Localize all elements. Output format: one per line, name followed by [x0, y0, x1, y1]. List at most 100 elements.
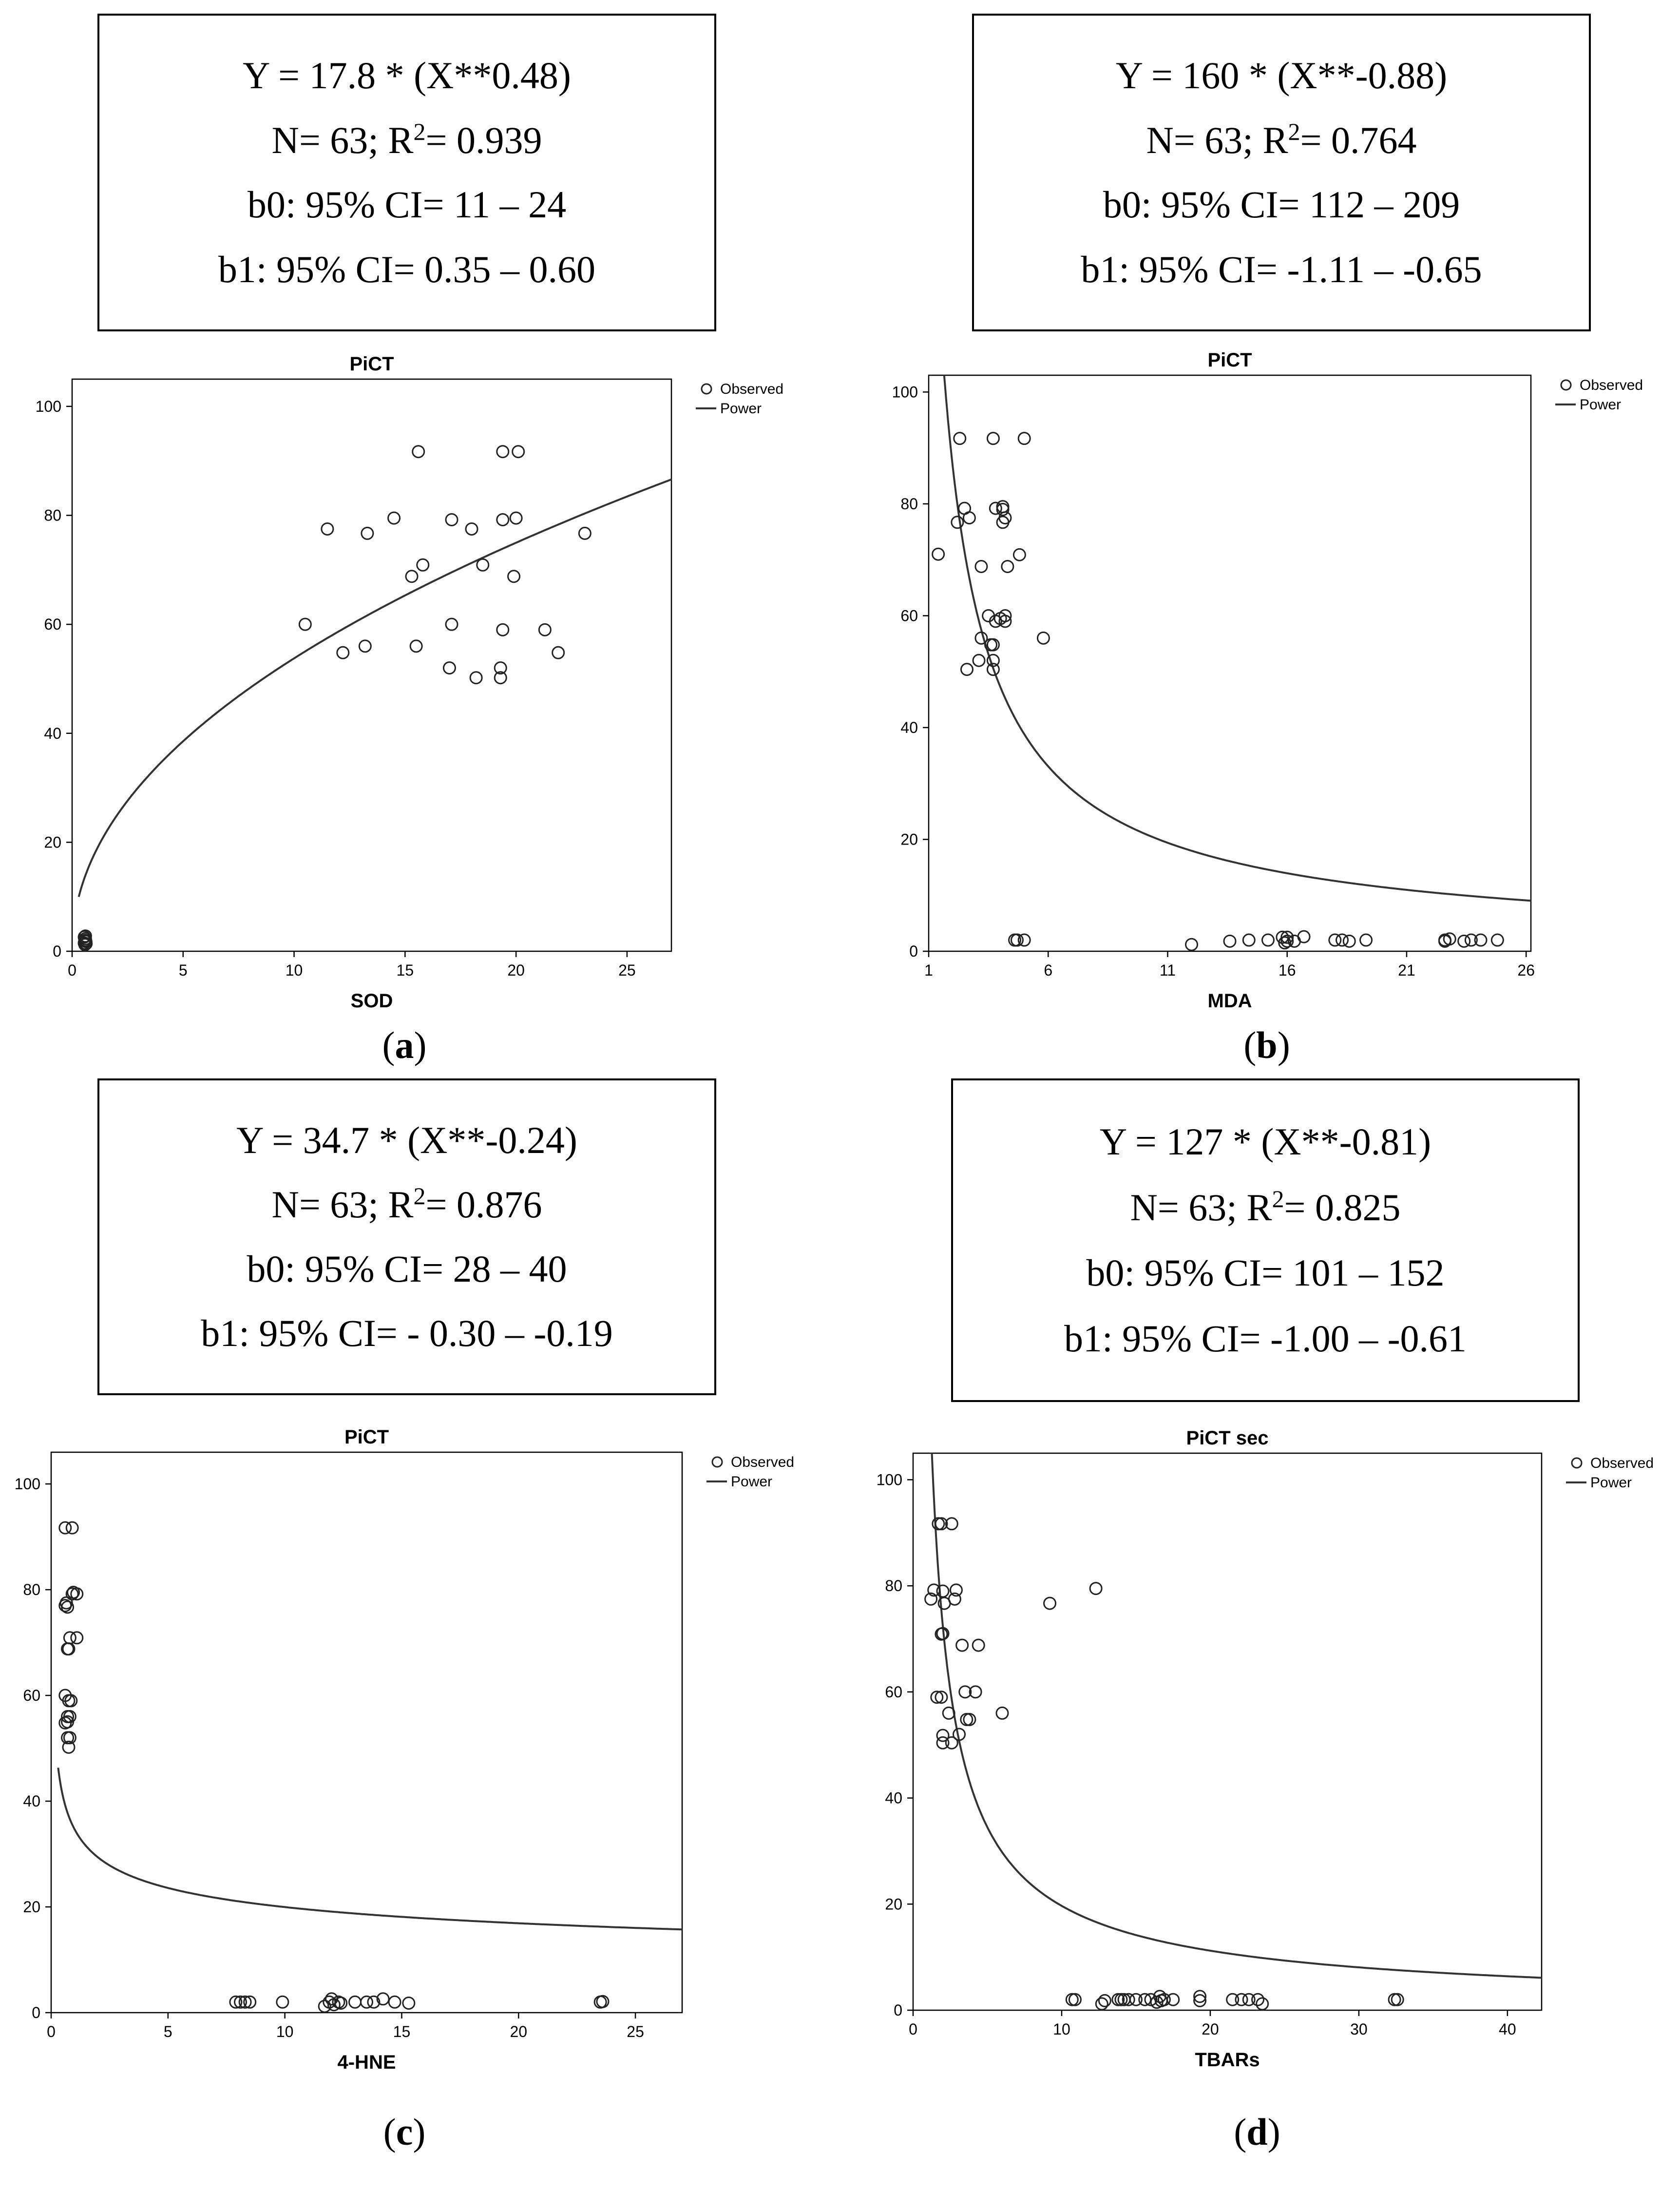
n-text: N= 63; R: [271, 1183, 414, 1226]
r-superscript: 2: [413, 117, 426, 145]
legend-power-label: Power: [731, 1474, 772, 1490]
observed-point: [77, 930, 91, 944]
observed-point: [998, 511, 1012, 525]
observed-point: [1001, 559, 1014, 573]
legend-observed-label: Observed: [1580, 377, 1643, 393]
n-text: N= 63; R: [1130, 1186, 1272, 1229]
stats-line: N= 63; R2= 0.876: [271, 1183, 542, 1226]
observed-point: [334, 1996, 348, 2010]
observed-point: [1223, 934, 1237, 948]
scatter-plot-d: PiCT sec 0 10 20 30 40 0 20 40 60 80 100 TBARs Observ…: [877, 1427, 1654, 2071]
observed-point: [58, 1521, 72, 1535]
observed-point: [969, 1685, 982, 1699]
observed-point: [936, 1627, 950, 1640]
power-fit-curve: [943, 375, 1531, 902]
power-fit-curve: [931, 1453, 1542, 1979]
observed-point: [358, 639, 372, 653]
observed-point: [958, 1685, 972, 1699]
observed-point: [276, 1995, 289, 2009]
observed-point: [360, 1995, 373, 2009]
y-tick-label: 100: [892, 383, 918, 401]
legend-power-label: Power: [1580, 397, 1621, 413]
b1-line: b1: 95% CI= 0.35 – 0.60: [218, 248, 596, 290]
observed-point: [476, 558, 490, 572]
observed-point: [367, 1995, 381, 2009]
observed-point: [986, 653, 1000, 667]
observed-point: [1280, 930, 1294, 944]
observed-point: [1017, 432, 1031, 445]
observed-point: [496, 513, 510, 526]
observed-point: [512, 445, 525, 459]
power-fit-curve: [77, 478, 671, 897]
observed-point: [1359, 933, 1373, 947]
caption-d: (d): [1234, 2111, 1280, 2153]
x-tick-label: 6: [1044, 961, 1052, 979]
b0-line: b0: 95% CI= 112 – 209: [1103, 183, 1460, 226]
power-fit-curve: [57, 1768, 682, 1931]
observed-point: [1068, 1993, 1082, 2006]
x-tick-label: 0: [47, 2023, 56, 2040]
observed-point: [996, 502, 1010, 516]
observed-point: [1297, 930, 1311, 943]
observed-point: [538, 623, 552, 636]
equation-box-a: Y = 17.8 * (X**0.48) N= 63; R2= 0.939 b0…: [97, 14, 716, 331]
observed-point: [1129, 1993, 1143, 2006]
observed-point: [62, 1740, 76, 1754]
x-axis-label: 4-HNE: [337, 2052, 396, 2073]
x-axis-label: TBARs: [1195, 2049, 1260, 2071]
y-tick-label: 80: [44, 507, 61, 524]
x-tick-label: 20: [510, 2023, 527, 2040]
observed-point: [1391, 1993, 1404, 2006]
y-tick-label: 100: [15, 1475, 40, 1493]
caption-a: (a): [382, 1024, 427, 1066]
y-tick-label: 40: [900, 719, 918, 736]
observed-point: [1144, 1993, 1158, 2006]
n-text: N= 63; R: [271, 118, 414, 161]
equation-box-b: Y = 160 * (X**-0.88) N= 63; R2= 0.764 b0…: [972, 14, 1591, 331]
observed-point: [494, 671, 507, 685]
observed-point: [1342, 934, 1356, 948]
x-axis-label: SOD: [351, 990, 393, 1012]
observed-point: [469, 671, 483, 685]
y-tick-label: 0: [32, 2004, 40, 2021]
x-tick-label: 5: [164, 2023, 172, 2040]
y-tick-label: 20: [23, 1898, 40, 1916]
y-tick-label: 60: [885, 1683, 902, 1701]
x-tick-label: 10: [286, 961, 303, 979]
observed-point: [1328, 933, 1342, 947]
observed-point: [974, 631, 988, 645]
observed-point: [348, 1995, 362, 2009]
observed-point: [972, 1638, 985, 1652]
observed-point: [1242, 1993, 1256, 2006]
observed-point: [1098, 1994, 1111, 2007]
stats-line: N= 63; R2= 0.764: [1146, 117, 1417, 161]
r-squared-text: = 0.764: [1300, 118, 1417, 161]
y-tick-label: 20: [44, 833, 61, 851]
x-tick-label: 20: [1202, 2020, 1219, 2038]
observed-point: [936, 1729, 950, 1742]
observed-point: [496, 445, 510, 459]
observed-point: [998, 615, 1012, 628]
r-superscript: 2: [1288, 117, 1300, 145]
observed-point: [298, 617, 312, 631]
equation-line: Y = 17.8 * (X**0.48): [243, 54, 571, 97]
observed-point: [1438, 933, 1451, 947]
caption-b: (b): [1243, 1024, 1290, 1066]
observed-point: [63, 1731, 76, 1745]
observed-point: [1464, 933, 1478, 947]
observed-point: [949, 1583, 963, 1597]
legend-observed-marker: [711, 1456, 723, 1468]
y-tick-label: 60: [44, 615, 61, 633]
observed-point: [63, 1631, 76, 1645]
x-tick-label: 26: [1517, 961, 1535, 979]
observed-point: [1256, 1997, 1269, 2011]
x-tick-label: 20: [507, 961, 525, 979]
x-tick-label: 0: [68, 961, 76, 979]
equation-box-d: Y = 127 * (X**-0.81) N= 63; R2= 0.825 b0…: [951, 1078, 1580, 1402]
observed-point: [64, 1694, 78, 1708]
chart-title: PiCT: [344, 1426, 389, 1448]
legend-power-label: Power: [1590, 1475, 1632, 1491]
y-tick-label: 60: [900, 607, 918, 624]
n-text: N= 63; R: [1146, 118, 1288, 161]
y-tick-label: 60: [23, 1687, 40, 1704]
